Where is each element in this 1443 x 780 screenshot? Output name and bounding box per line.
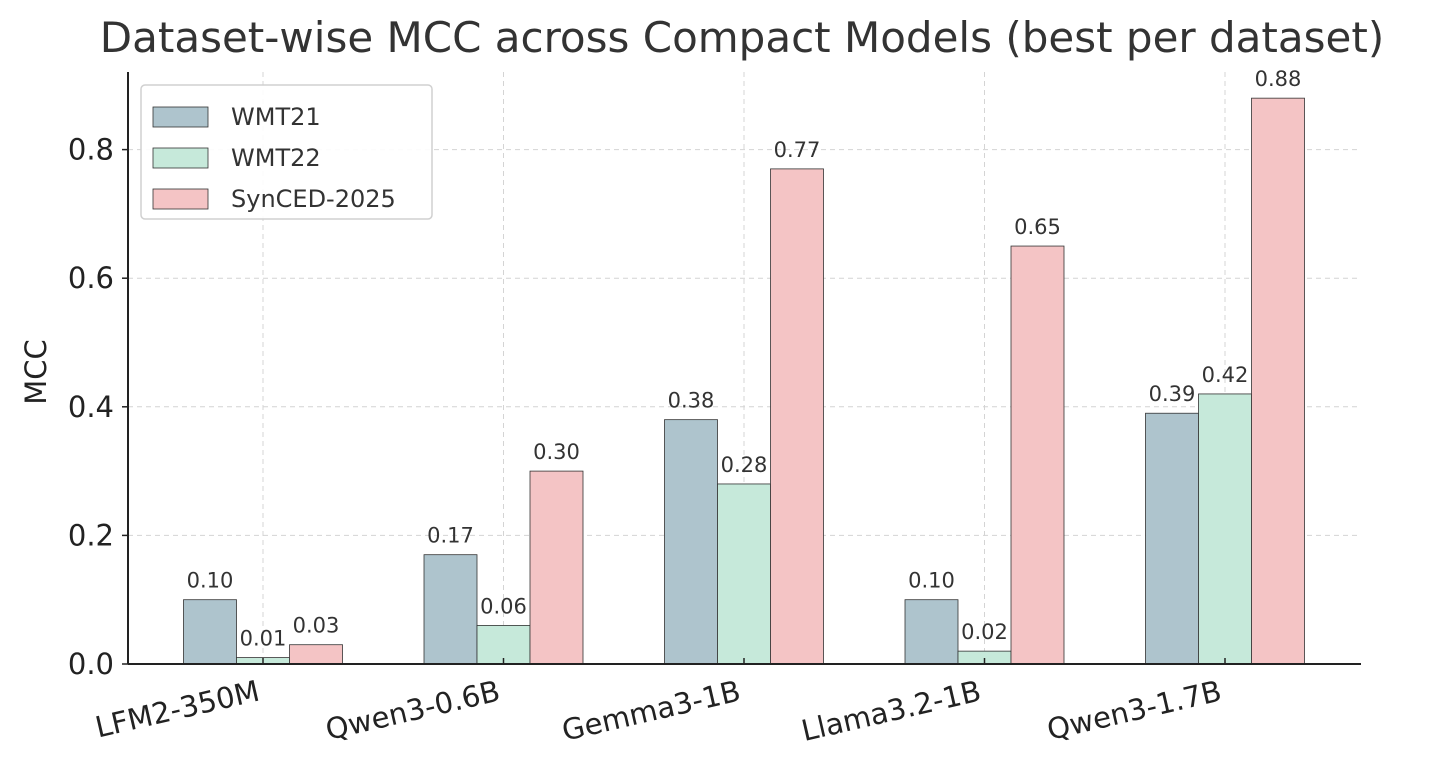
legend-swatch xyxy=(152,106,209,128)
bar-value-label: 0.77 xyxy=(774,138,821,162)
bar-value-label: 0.01 xyxy=(240,627,287,651)
legend-swatch xyxy=(152,188,209,210)
bar-value-label: 0.88 xyxy=(1255,67,1302,91)
axes xyxy=(122,72,1361,665)
bar-synced-2025 xyxy=(1010,245,1065,665)
bar-wmt21 xyxy=(423,554,478,665)
bar-synced-2025 xyxy=(529,470,584,665)
bar-wmt22 xyxy=(1198,393,1252,665)
legend: WMT21 WMT22 SynCED-2025 xyxy=(140,84,433,220)
x-category-label: Gemma3-1B xyxy=(559,674,744,748)
bar-value-label: 0.06 xyxy=(480,594,527,618)
bar-wmt21 xyxy=(183,599,237,665)
x-category-label: Qwen3-1.7B xyxy=(1044,674,1225,747)
legend-label: WMT21 xyxy=(231,103,321,131)
x-category-label: Qwen3-0.6B xyxy=(322,674,503,747)
bar-value-label: 0.17 xyxy=(427,524,474,548)
bar-wmt21 xyxy=(1145,412,1199,665)
bar-wmt21 xyxy=(664,419,718,665)
data-labels: 0.10 0.17 0.38 0.10 0.39 0.01 0.06 0.28 0.02 0.42… xyxy=(187,67,1302,650)
bar-value-label: 0.42 xyxy=(1202,363,1249,387)
bar-value-label: 0.10 xyxy=(187,569,234,593)
x-category-label: Llama3.2-1B xyxy=(798,674,984,748)
legend-label: SynCED-2025 xyxy=(231,185,396,213)
y-tick-label: 0.4 xyxy=(68,390,114,424)
chart-title: Dataset-wise MCC across Compact Models (… xyxy=(100,13,1384,62)
bar-value-label: 0.38 xyxy=(668,389,715,413)
bar-value-label: 0.02 xyxy=(961,620,1008,644)
y-axis-label: MCC xyxy=(19,339,53,405)
legend-label: WMT22 xyxy=(231,144,321,172)
bars xyxy=(183,97,1305,665)
y-tick-label: 0.8 xyxy=(68,133,114,167)
bar-value-label: 0.39 xyxy=(1149,382,1196,406)
bar-value-label: 0.30 xyxy=(533,440,580,464)
y-tick-label: 0.2 xyxy=(68,518,114,552)
bar-synced-2025 xyxy=(770,168,824,665)
bar-value-label: 0.10 xyxy=(908,569,955,593)
legend-swatch xyxy=(152,147,209,169)
bar-value-label: 0.03 xyxy=(293,614,340,638)
bar-wmt22 xyxy=(717,483,771,665)
y-tick-label: 0.6 xyxy=(68,261,114,295)
bar-wmt21 xyxy=(904,599,959,665)
legend-box xyxy=(140,84,433,220)
bar-value-label: 0.65 xyxy=(1014,215,1061,239)
y-tick-label: 0.0 xyxy=(68,647,114,681)
bar-synced-2025 xyxy=(1251,97,1305,665)
bar-value-label: 0.28 xyxy=(721,453,768,477)
x-category-label: LFM2-350M xyxy=(92,674,263,745)
bar-synced-2025 xyxy=(289,644,343,665)
